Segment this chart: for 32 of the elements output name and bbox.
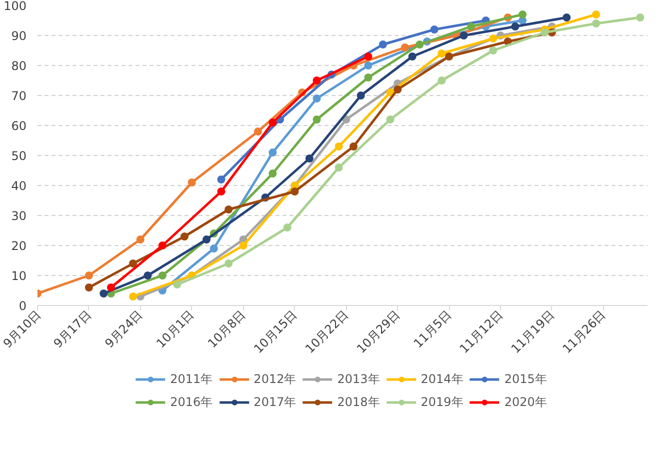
legend-label: 2020年: [504, 394, 547, 410]
y-tick-label: 80: [11, 59, 27, 73]
y-tick-label: 0: [18, 299, 27, 313]
x-tick-label: 10月22日: [302, 308, 352, 356]
y-tick-label: 10: [11, 269, 27, 283]
x-tick-label: 10月29日: [354, 308, 403, 356]
y-tick-label: 90: [11, 29, 27, 43]
y-tick-label: 30: [11, 209, 27, 223]
y-tick-label: 40: [11, 179, 27, 193]
legend-label: 2017年: [254, 394, 296, 410]
legend-label: 2014年: [420, 370, 464, 388]
legend-label: 2013年: [337, 370, 380, 388]
y-tick-label: 70: [11, 89, 27, 103]
x-tick-label: 11月19日: [508, 308, 557, 356]
x-tick-label: 9月24日: [102, 308, 146, 351]
y-tick-label: 60: [11, 119, 27, 133]
legend-label: 2011年: [170, 370, 213, 388]
legend-label: 2015年: [504, 370, 547, 388]
x-tick-label: 9月17日: [50, 308, 94, 351]
x-tick-label: 11月26日: [560, 308, 608, 356]
legend-label: 2018年: [337, 394, 380, 410]
x-tick-label: 10月1日: [154, 308, 197, 351]
x-tick-label: 10月15日: [251, 308, 300, 356]
x-tick-label: 11月5日: [410, 308, 454, 351]
legend-label: 2012年: [254, 370, 296, 388]
y-tick-label: 50: [11, 149, 27, 163]
legend-label: 2016年: [170, 394, 213, 410]
x-tick-label: 10月8日: [205, 308, 248, 351]
y-tick-label: 100: [4, 0, 26, 13]
y-tick-label: 20: [11, 239, 27, 253]
x-tick-label: 11月12日: [456, 308, 506, 356]
legend-label: 2019年: [420, 394, 464, 410]
